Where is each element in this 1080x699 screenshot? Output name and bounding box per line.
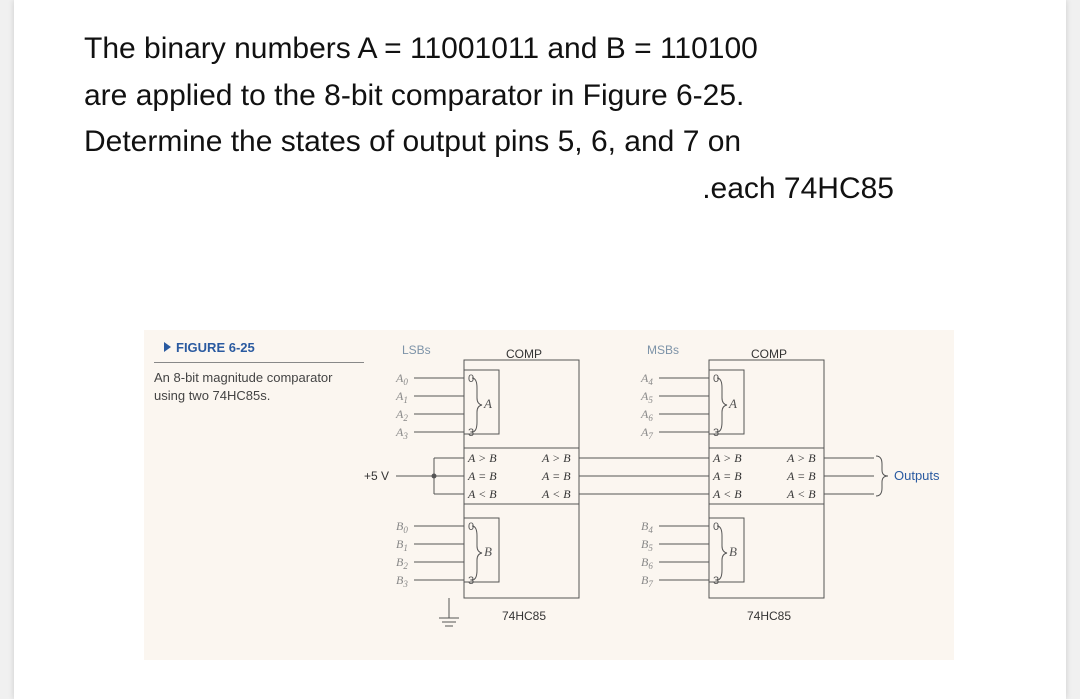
circuit-diagram: LSBs COMP A0 A1 A2 A3 0 3 A +5 V <box>344 338 954 654</box>
svg-text:B: B <box>484 544 492 559</box>
svg-text:A < B: A < B <box>467 487 497 501</box>
msbs-label: MSBs <box>647 343 679 357</box>
svg-text:A > B: A > B <box>467 451 497 465</box>
svg-text:0: 0 <box>468 373 474 385</box>
svg-text:0: 0 <box>468 521 474 533</box>
svg-text:A < B: A < B <box>786 487 816 501</box>
pin-a6: A6 <box>640 407 653 423</box>
svg-text:A < B: A < B <box>712 487 742 501</box>
svg-text:A = B: A = B <box>467 469 497 483</box>
pin-b6: B6 <box>641 555 653 571</box>
plus5v-label: +5 V <box>364 469 389 483</box>
pin-b7: B7 <box>641 573 653 589</box>
pin-a5: A5 <box>640 389 653 405</box>
svg-text:A > B: A > B <box>712 451 742 465</box>
lsbs-label: LSBs <box>402 343 431 357</box>
figure-caption: An 8-bit magnitude comparator using two … <box>154 362 364 405</box>
svg-text:3: 3 <box>468 575 474 587</box>
svg-text:A = B: A = B <box>541 469 571 483</box>
page: The binary numbers A = 11001011 and B = … <box>14 0 1066 699</box>
chip-label-left: 74HC85 <box>502 609 546 623</box>
svg-text:3: 3 <box>468 427 474 439</box>
pin-a7: A7 <box>640 425 653 441</box>
svg-text:3: 3 <box>713 575 719 587</box>
problem-line-4: .each 74HC85 <box>84 166 1004 213</box>
problem-line-3: Determine the states of output pins 5, 6… <box>84 119 1004 166</box>
pin-a4: A4 <box>640 371 653 387</box>
svg-text:B: B <box>729 544 737 559</box>
pin-a0: A0 <box>395 371 408 387</box>
svg-text:A > B: A > B <box>786 451 816 465</box>
pin-b1: B1 <box>396 537 408 553</box>
pin-a1: A1 <box>395 389 408 405</box>
pin-b2: B2 <box>396 555 408 571</box>
figure-label: FIGURE 6-25 <box>164 340 255 355</box>
chip-label-right: 74HC85 <box>747 609 791 623</box>
svg-text:A < B: A < B <box>541 487 571 501</box>
svg-text:A > B: A > B <box>541 451 571 465</box>
pin-b5: B5 <box>641 537 653 553</box>
svg-text:A: A <box>728 396 737 411</box>
pin-b4: B4 <box>641 519 653 535</box>
figure-6-25: FIGURE 6-25 An 8-bit magnitude comparato… <box>144 330 954 660</box>
svg-text:0: 0 <box>713 521 719 533</box>
pin-b0: B0 <box>396 519 408 535</box>
svg-text:3: 3 <box>713 427 719 439</box>
pin-a2: A2 <box>395 407 408 423</box>
problem-text: The binary numbers A = 11001011 and B = … <box>84 26 1004 212</box>
svg-text:A: A <box>483 396 492 411</box>
svg-text:A = B: A = B <box>786 469 816 483</box>
svg-text:0: 0 <box>713 373 719 385</box>
pin-b3: B3 <box>396 573 408 589</box>
svg-text:A = B: A = B <box>712 469 742 483</box>
problem-line-1: The binary numbers A = 11001011 and B = … <box>84 26 1004 73</box>
pin-a3: A3 <box>395 425 408 441</box>
outputs-label: Outputs <box>894 468 940 483</box>
comp-label-left: COMP <box>506 347 542 361</box>
problem-line-2: are applied to the 8-bit comparator in F… <box>84 73 1004 120</box>
triangle-icon <box>164 342 171 352</box>
comp-label-right: COMP <box>751 347 787 361</box>
